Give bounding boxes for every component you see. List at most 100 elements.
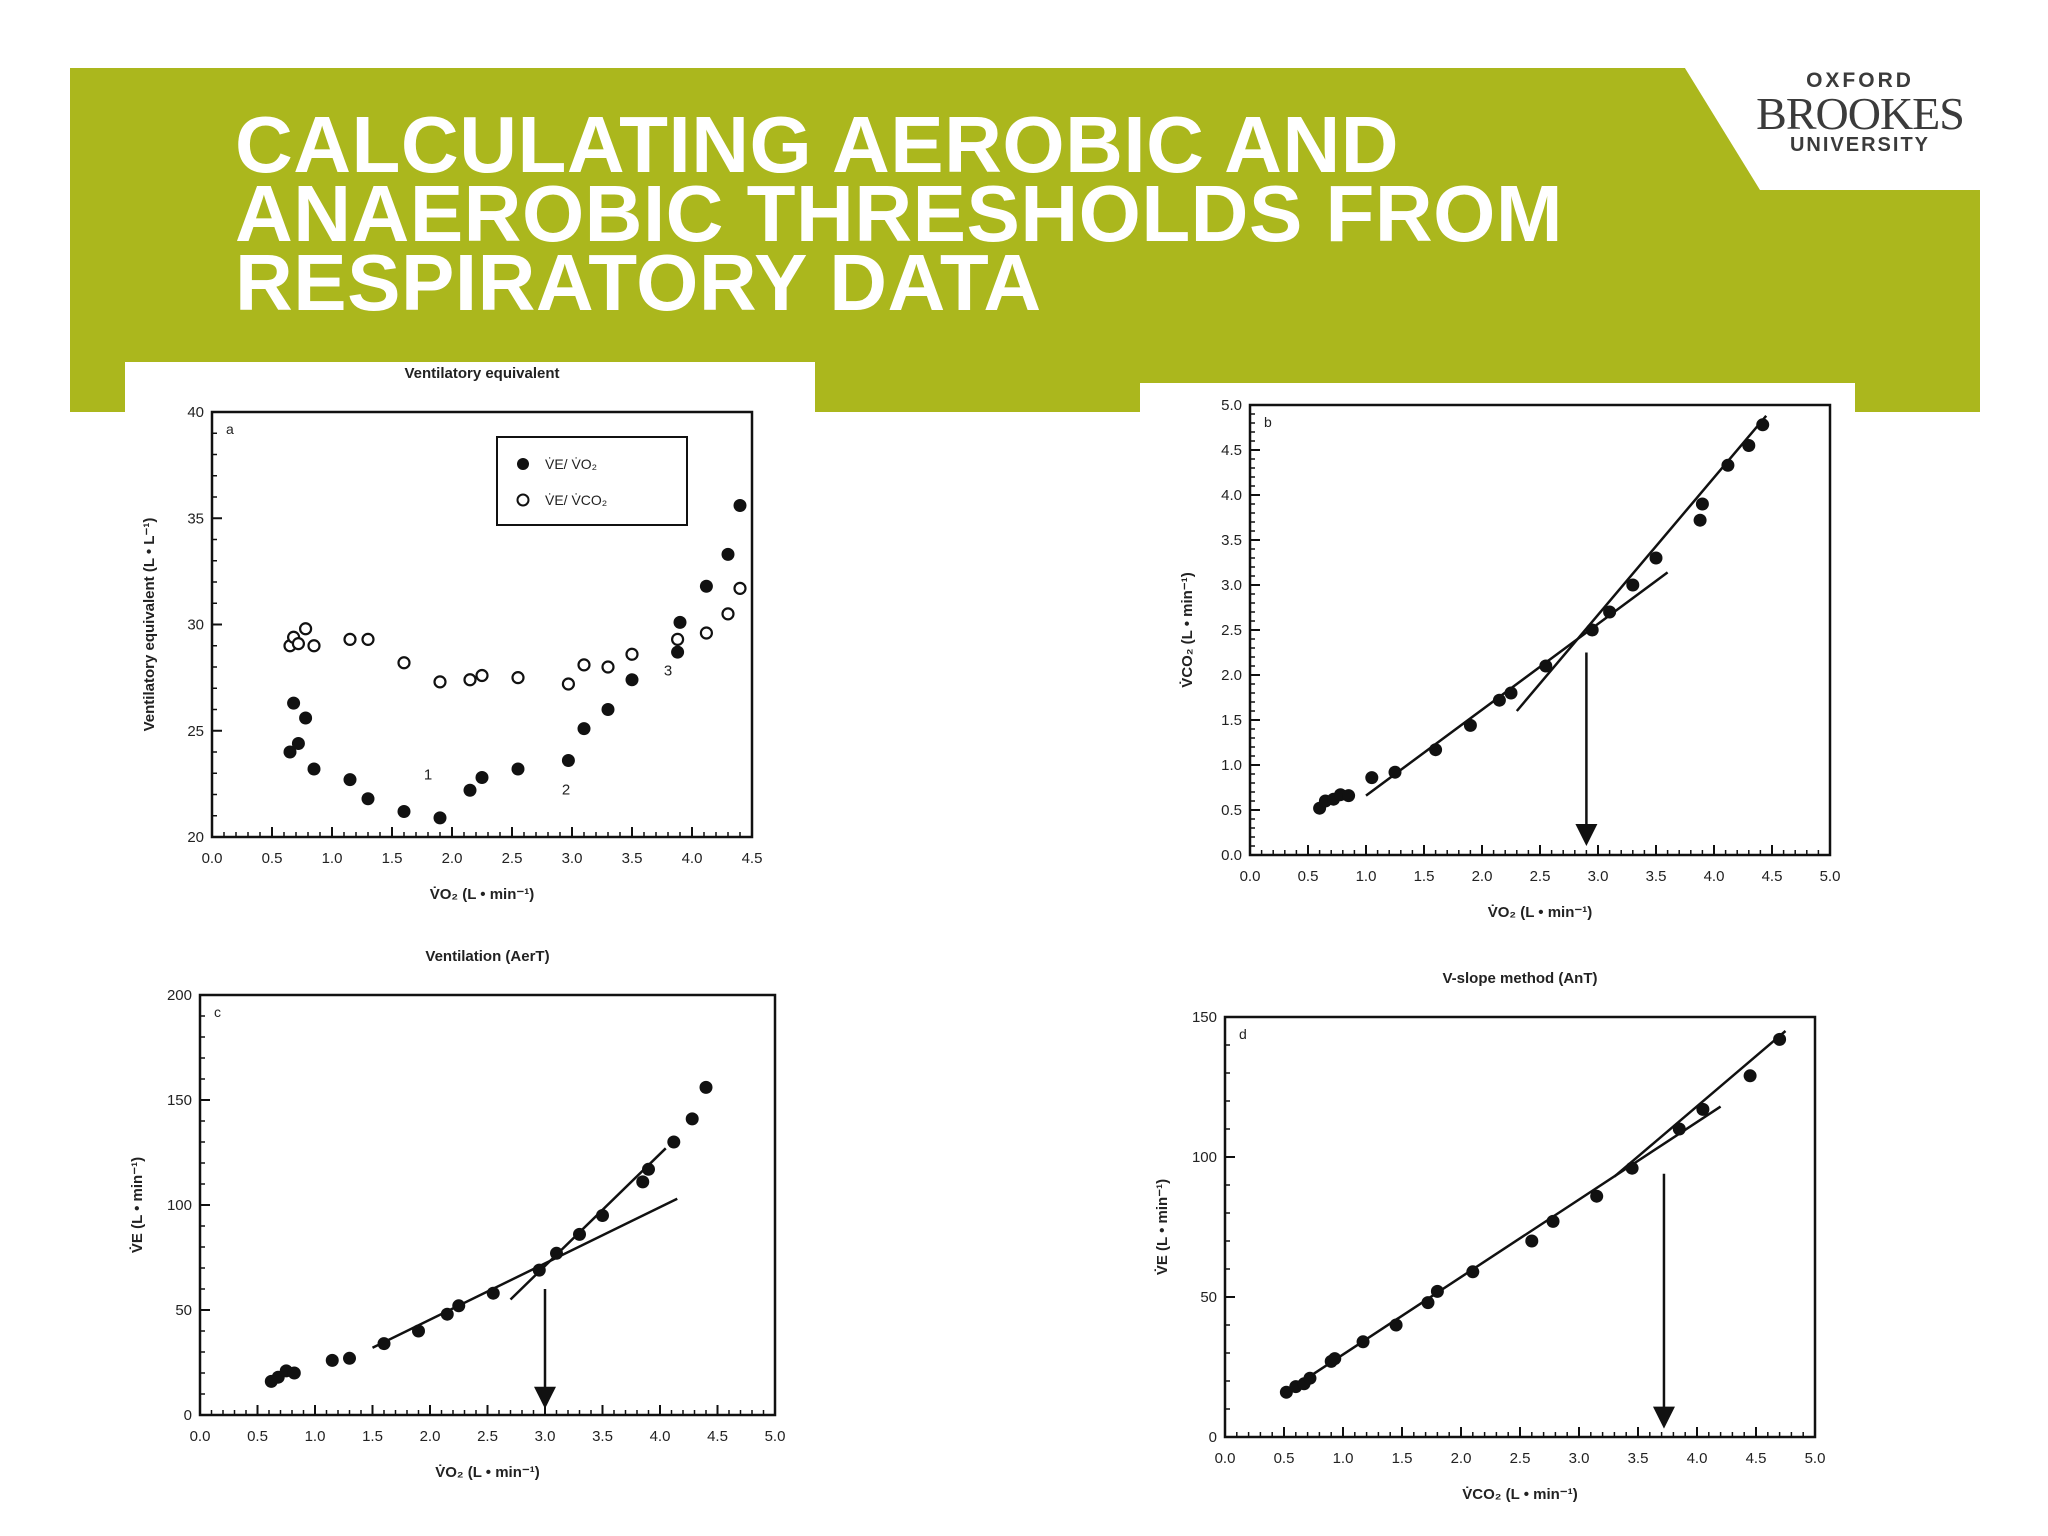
data-point xyxy=(343,1351,356,1365)
x-tick-label: 4.5 xyxy=(707,1428,728,1445)
data-point xyxy=(642,1162,655,1176)
y-tick-label: 3.0 xyxy=(1221,577,1242,594)
v-slope-ant-chart: V-slope method (AnT) d 0.0 0.5 1.0 1.5 2.0 2.5 3… xyxy=(1154,970,1826,1503)
open-data-point xyxy=(670,632,685,646)
x-tick-label: 0.0 xyxy=(190,1428,211,1445)
threshold-arrow-head xyxy=(1652,1406,1675,1429)
filled-data-point xyxy=(299,711,313,725)
filled-data-point xyxy=(397,805,411,818)
x-axis-label: V̇CO₂ (L • min⁻¹) xyxy=(1462,1486,1577,1503)
data-point xyxy=(1388,765,1402,779)
x-tick-label: 1.5 xyxy=(382,850,403,867)
y-tick-label: 30 xyxy=(187,617,204,634)
filled-data-point xyxy=(433,811,447,825)
data-point xyxy=(1303,1371,1317,1385)
data-point xyxy=(1743,1069,1757,1083)
plot-frame xyxy=(198,993,777,1417)
x-tick-label: 4.0 xyxy=(650,1428,671,1445)
x-tick-label: 2.5 xyxy=(1510,1450,1531,1467)
open-data-point xyxy=(307,639,321,653)
x-tick-label: 1.0 xyxy=(1356,868,1377,885)
title-line-2: ANAEROBIC THRESHOLDS FROM xyxy=(235,169,1564,258)
x-tick-label: 3.0 xyxy=(1588,868,1609,885)
y-tick-label: 150 xyxy=(1192,1009,1217,1026)
data-point xyxy=(1672,1122,1686,1136)
open-data-point xyxy=(343,632,357,646)
logo-line-3: UNIVERSITY xyxy=(1789,134,1931,156)
open-data-point xyxy=(511,671,525,685)
chart-panel-c: Ventilation (AerT) c 0.0 0.5 1.0 1.5 2.0 2.5 3.0… xyxy=(125,945,815,1535)
data-point xyxy=(1342,789,1356,803)
x-tick-label: 1.5 xyxy=(1392,1450,1413,1467)
chart-title: V-slope method (AnT) xyxy=(1443,970,1598,987)
plot-frame xyxy=(1248,403,1832,857)
y-tick-label: 40 xyxy=(187,404,204,421)
x-tick-label: 1.5 xyxy=(1414,868,1435,885)
x-tick-label: 0.0 xyxy=(1240,868,1261,885)
data-point xyxy=(1693,513,1707,527)
title-banner xyxy=(70,68,1980,412)
x-tick-label: 3.5 xyxy=(1646,868,1667,885)
x-tick-label: 0.0 xyxy=(1215,1450,1236,1467)
data-point xyxy=(1421,1296,1435,1310)
panel-label: a xyxy=(226,421,234,437)
legend-box xyxy=(496,436,688,526)
data-point xyxy=(287,1366,301,1380)
filled-data-point xyxy=(307,762,321,776)
data-point xyxy=(1585,623,1599,637)
data-point xyxy=(1695,497,1709,511)
open-data-point xyxy=(699,626,714,640)
y-axis-label: V̇E (L • min⁻¹) xyxy=(129,1157,146,1253)
title-line-1: CALCULATING AEROBIC AND xyxy=(235,100,1399,189)
y-tick-label: 35 xyxy=(187,510,204,527)
filled-data-point xyxy=(733,499,747,512)
data-point xyxy=(452,1299,466,1313)
y-tick-label: 0.0 xyxy=(1221,847,1242,864)
data-point xyxy=(1590,1189,1604,1203)
x-tick-label: 4.5 xyxy=(1746,1450,1767,1467)
filled-data-point xyxy=(361,792,375,806)
ventilatory-equivalent-chart: Ventilatory equivalent a 0.0 0.5 1.0 1.5 2.0 2.… xyxy=(141,365,762,903)
x-tick-label: 3.0 xyxy=(535,1428,556,1445)
legend-marker-open xyxy=(516,493,530,507)
data-point xyxy=(1539,659,1553,673)
fit-line xyxy=(371,1197,678,1349)
data-point xyxy=(1492,693,1506,707)
data-point xyxy=(1546,1214,1560,1228)
filled-data-point xyxy=(673,615,687,629)
data-point xyxy=(1463,718,1477,732)
x-tick-label: 2.0 xyxy=(1451,1450,1472,1467)
chart-title: Ventilatory equivalent xyxy=(404,365,559,382)
y-axis-label: Ventilatory equivalent (L • L⁻¹) xyxy=(141,518,158,732)
y-tick-label: 5.0 xyxy=(1221,397,1242,414)
x-tick-label: 1.0 xyxy=(322,850,343,867)
data-point xyxy=(1721,458,1735,472)
y-tick-label: 50 xyxy=(175,1302,192,1319)
university-logo: OXFORD BROOKES UNIVERSITY xyxy=(1740,64,1980,164)
x-tick-label: 0.5 xyxy=(262,850,283,867)
y-tick-label: 150 xyxy=(167,1092,192,1109)
vco2-vs-vo2-chart: b 0.0 0.5 1.0 1.5 2.0 2.5 3.0 3.5 4.0 4.5 5.0 0.0 0.5… xyxy=(1179,397,1841,921)
panel-label: b xyxy=(1264,414,1272,430)
filled-data-point xyxy=(343,773,357,787)
y-tick-label: 0 xyxy=(1209,1429,1217,1446)
x-tick-label: 4.0 xyxy=(1687,1450,1708,1467)
y-tick-label: 20 xyxy=(187,829,204,846)
x-tick-label: 4.5 xyxy=(1762,868,1783,885)
data-point xyxy=(1773,1032,1787,1046)
y-axis-label: V̇CO₂ (L • min⁻¹) xyxy=(1179,572,1196,687)
x-tick-label: 2.5 xyxy=(477,1428,498,1445)
x-tick-label: 0.0 xyxy=(202,850,223,867)
x-tick-label: 2.0 xyxy=(420,1428,441,1445)
filled-data-point xyxy=(287,696,301,710)
data-point xyxy=(377,1337,391,1351)
data-point xyxy=(532,1263,546,1277)
filled-data-point xyxy=(475,771,489,784)
x-tick-label: 1.0 xyxy=(305,1428,326,1445)
data-point xyxy=(1649,551,1663,565)
open-data-point xyxy=(601,660,615,674)
filled-data-point xyxy=(601,703,615,716)
x-axis-label: V̇O₂ (L • min⁻¹) xyxy=(435,1464,540,1481)
data-point xyxy=(667,1135,681,1149)
threshold-annotation: 3 xyxy=(664,663,672,680)
